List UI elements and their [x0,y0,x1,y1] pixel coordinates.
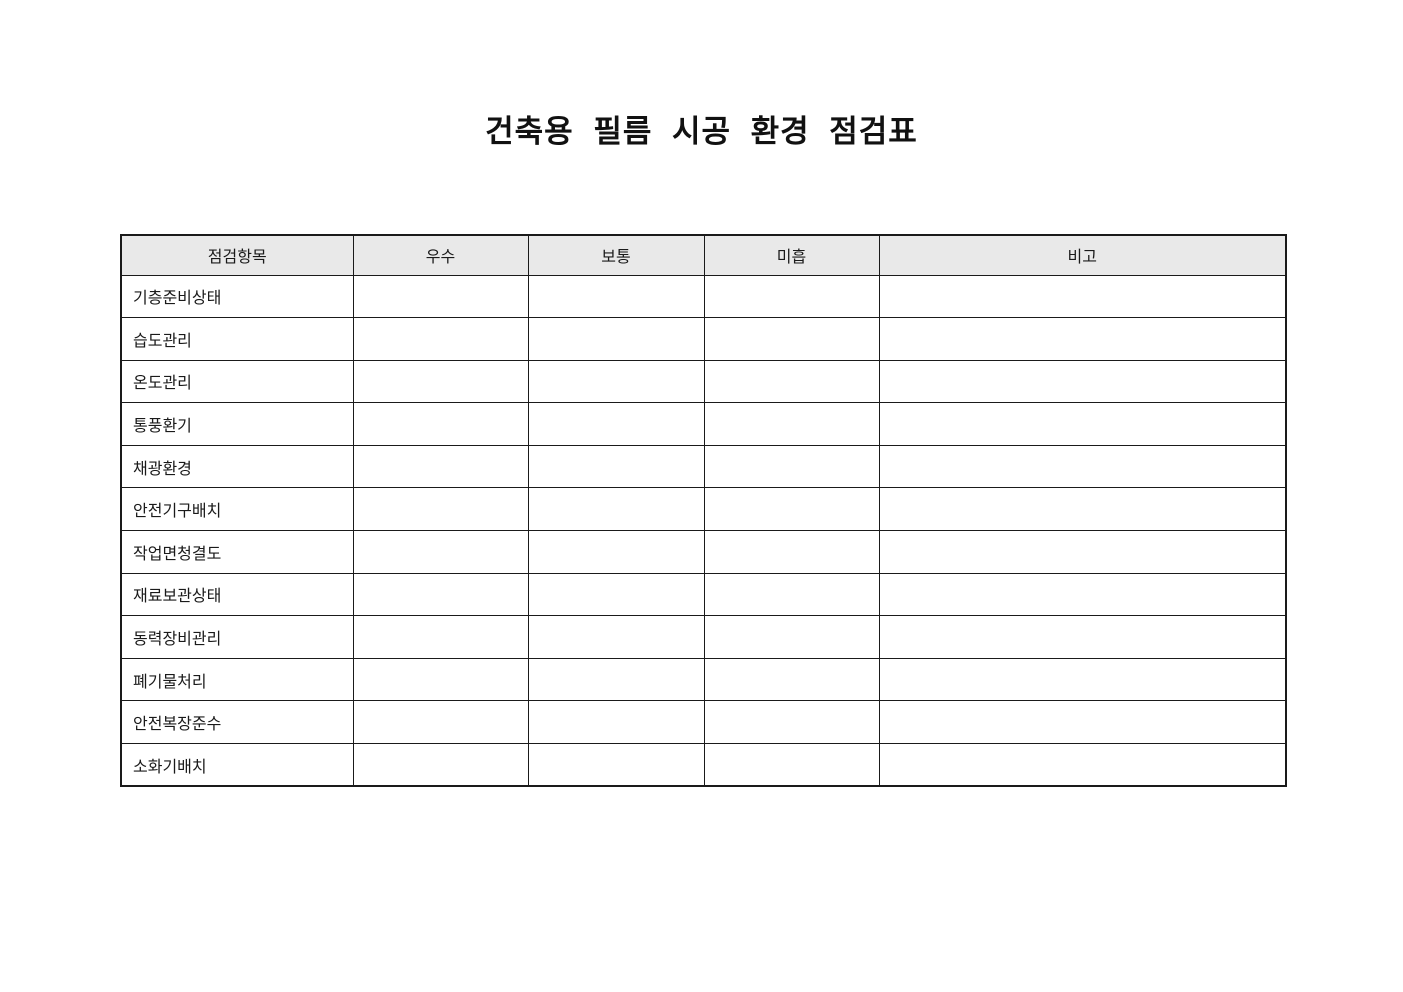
rating-cell-excellent [352,615,529,659]
note-cell [878,359,1287,404]
page-title: 건축용 필름 시공 환경 점검표 [485,114,918,149]
note-cell [878,487,1287,532]
table-row: 재료보관상태 [120,572,1287,617]
row-item-label: 안전기구배치 [120,487,354,532]
col-header-note: 비고 [878,234,1287,276]
rating-cell-average [527,743,705,787]
row-item-label: 온도관리 [120,359,354,404]
table-row: 채광환경 [120,444,1287,489]
note-cell [878,572,1287,617]
rating-cell-average [527,402,705,446]
rating-cell-average [527,700,705,745]
row-item-label: 기층준비상태 [120,274,354,319]
col-header-item: 점검항목 [120,234,354,276]
rating-cell-poor [703,530,880,574]
rating-cell-average [527,615,705,659]
table-row: 기층준비상태 [120,274,1287,319]
rating-cell-poor [703,317,880,361]
col-header-excellent: 우수 [352,234,529,276]
rating-cell-average [527,530,705,574]
table-row: 통풍환기 [120,402,1287,446]
note-cell [878,317,1287,361]
rating-cell-poor [703,402,880,446]
rating-cell-average [527,657,705,702]
rating-cell-poor [703,444,880,489]
table-row: 소화기배치 [120,743,1287,787]
rating-cell-poor [703,743,880,787]
rating-cell-poor [703,615,880,659]
note-cell [878,743,1287,787]
row-item-label: 동력장비관리 [120,615,354,659]
table-row: 습도관리 [120,317,1287,361]
note-cell [878,700,1287,745]
row-item-label: 폐기물처리 [120,657,354,702]
row-item-label: 채광환경 [120,444,354,489]
rating-cell-excellent [352,700,529,745]
rating-cell-poor [703,359,880,404]
rating-cell-average [527,444,705,489]
col-header-poor: 미흡 [703,234,880,276]
rating-cell-excellent [352,317,529,361]
checklist-table: 점검항목 우수 보통 미흡 비고 기층준비상태 습도관리 [120,234,1287,788]
table-row: 온도관리 [120,359,1287,404]
rating-cell-average [527,572,705,617]
col-header-average: 보통 [527,234,705,276]
row-item-label: 작업면청결도 [120,530,354,574]
row-item-label: 습도관리 [120,317,354,361]
rating-cell-excellent [352,743,529,787]
rating-cell-excellent [352,444,529,489]
rating-cell-average [527,487,705,532]
rating-cell-excellent [352,402,529,446]
rating-cell-poor [703,274,880,319]
row-item-label: 소화기배치 [120,743,354,787]
rating-cell-average [527,359,705,404]
table-row: 안전복장준수 [120,700,1287,745]
rating-cell-average [527,274,705,319]
row-item-label: 안전복장준수 [120,700,354,745]
row-item-label: 재료보관상태 [120,572,354,617]
rating-cell-excellent [352,530,529,574]
rating-cell-poor [703,572,880,617]
table-row: 폐기물처리 [120,657,1287,702]
rating-cell-poor [703,487,880,532]
row-item-label: 통풍환기 [120,402,354,446]
rating-cell-average [527,317,705,361]
table-header: 점검항목 우수 보통 미흡 비고 [120,234,1287,276]
rating-cell-excellent [352,487,529,532]
rating-cell-excellent [352,274,529,319]
rating-cell-excellent [352,359,529,404]
note-cell [878,615,1287,659]
note-cell [878,444,1287,489]
rating-cell-poor [703,700,880,745]
note-cell [878,274,1287,319]
rating-cell-excellent [352,657,529,702]
note-cell [878,530,1287,574]
note-cell [878,657,1287,702]
table-header-row: 점검항목 우수 보통 미흡 비고 [120,234,1287,276]
table-body: 기층준비상태 습도관리 온도관리 통풍환기 [120,274,1287,787]
table-row: 동력장비관리 [120,615,1287,659]
table-row: 안전기구배치 [120,487,1287,532]
table-row: 작업면청결도 [120,530,1287,574]
note-cell [878,402,1287,446]
rating-cell-poor [703,657,880,702]
rating-cell-excellent [352,572,529,617]
